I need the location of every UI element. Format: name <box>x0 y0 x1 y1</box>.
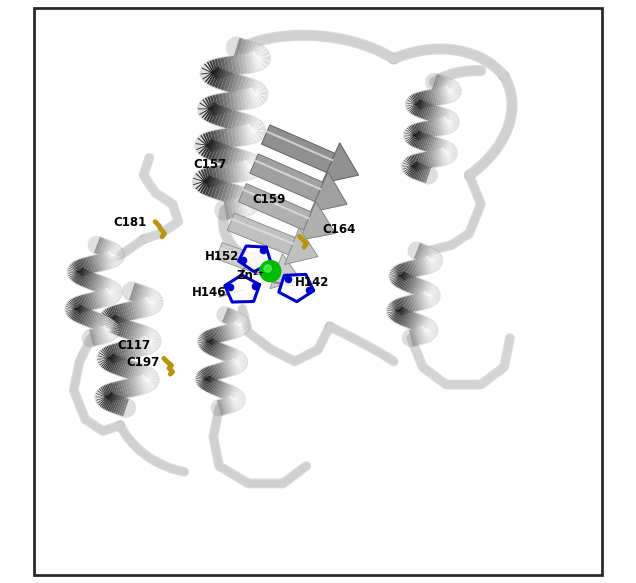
Text: H146: H146 <box>192 286 226 299</box>
Polygon shape <box>279 275 314 301</box>
Text: C164: C164 <box>322 223 356 236</box>
Polygon shape <box>310 172 347 212</box>
Text: C197: C197 <box>126 356 160 369</box>
Text: C157: C157 <box>193 158 226 171</box>
Polygon shape <box>322 143 359 183</box>
Text: C181: C181 <box>113 216 146 229</box>
Polygon shape <box>238 246 271 272</box>
Polygon shape <box>250 154 323 202</box>
FancyBboxPatch shape <box>34 8 602 575</box>
Polygon shape <box>225 275 259 302</box>
Circle shape <box>264 265 272 272</box>
Circle shape <box>260 261 280 282</box>
Text: C117: C117 <box>118 339 151 352</box>
Text: C159: C159 <box>253 193 286 206</box>
Polygon shape <box>270 254 301 289</box>
Polygon shape <box>227 213 295 255</box>
Polygon shape <box>261 125 335 173</box>
Polygon shape <box>284 228 318 265</box>
Polygon shape <box>238 184 312 230</box>
Text: H142: H142 <box>294 276 329 289</box>
Polygon shape <box>299 202 335 240</box>
Polygon shape <box>216 243 279 279</box>
Text: H152: H152 <box>205 250 239 263</box>
Text: Zn²⁺: Zn²⁺ <box>237 269 265 282</box>
